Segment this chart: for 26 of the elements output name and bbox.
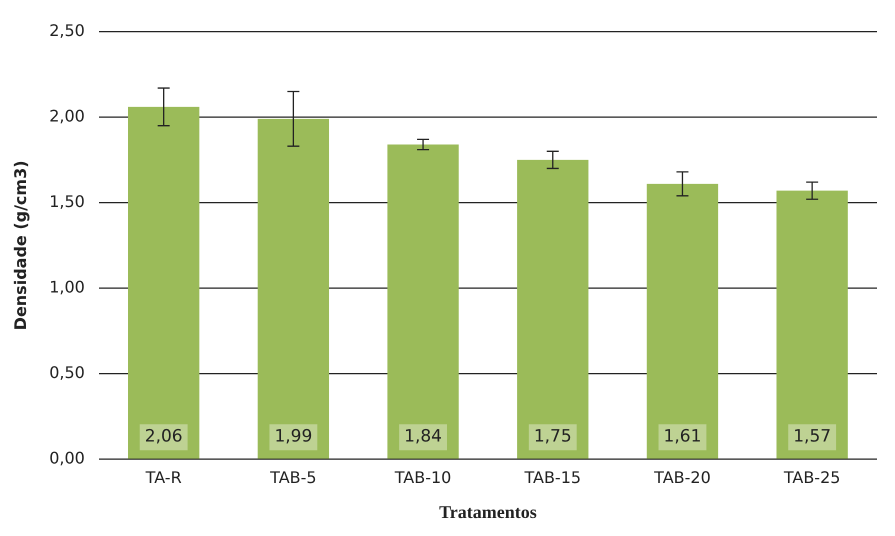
x-tick-label: TA-R	[144, 468, 182, 487]
data-label: 1,61	[664, 426, 702, 447]
data-label: 1,57	[793, 426, 832, 447]
x-tick-label: TAB-20	[653, 468, 711, 487]
data-label: 2,06	[144, 426, 183, 447]
x-tick-label: TAB-5	[269, 468, 317, 487]
bar	[128, 106, 200, 459]
y-axis-title: Densidade (g/cm3)	[10, 160, 30, 330]
y-tick-label: 2,50	[49, 20, 85, 40]
bar	[776, 190, 848, 459]
y-tick-label: 0,50	[49, 362, 85, 382]
bar	[517, 160, 588, 459]
bar	[387, 144, 459, 459]
bar	[258, 118, 330, 459]
data-label: 1,75	[534, 426, 572, 447]
y-tick-label: 1,00	[49, 277, 85, 296]
x-tick-label: TAB-15	[523, 468, 582, 487]
x-axis-title: Tratamentos	[439, 502, 537, 522]
y-tick-label: 0,00	[49, 448, 85, 468]
y-tick-label: 2,00	[49, 106, 85, 126]
x-tick-label: TAB-25	[782, 468, 840, 487]
bar	[646, 184, 718, 459]
data-label: 1,99	[274, 426, 312, 447]
x-tick-label: TAB-10	[394, 468, 452, 487]
data-label: 1,84	[404, 426, 442, 447]
y-tick-label: 1,50	[49, 192, 85, 211]
